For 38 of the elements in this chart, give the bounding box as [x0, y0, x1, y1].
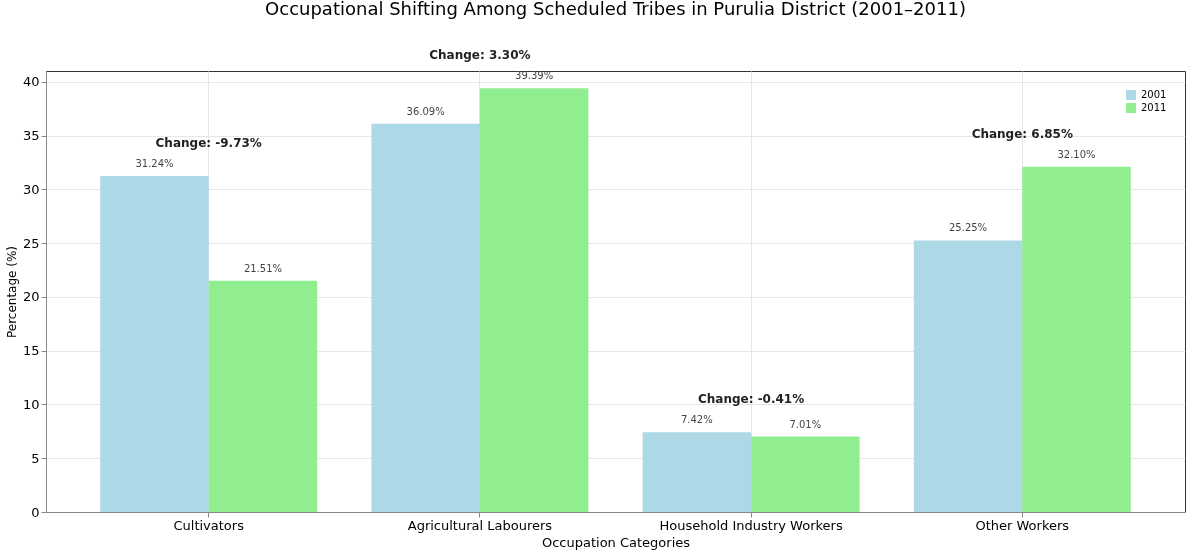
y-tick-label: 5	[31, 450, 40, 466]
data-label: 7.42%	[680, 414, 713, 426]
data-label: 36.09%	[406, 105, 445, 117]
bar	[371, 123, 480, 512]
data-label: 32.10%	[1057, 148, 1096, 160]
y-axis-title: Percentage (%)	[4, 245, 19, 339]
x-tick-label: Cultivators	[173, 517, 245, 533]
x-tick-label: Other Workers	[975, 517, 1070, 533]
y-tick-label: 15	[22, 343, 40, 359]
y-tick-label: 40	[22, 74, 40, 90]
data-label: 21.51%	[243, 262, 283, 274]
data-label: 7.01%	[789, 418, 822, 430]
data-label: 39.39%	[515, 70, 554, 82]
annotation: Change: 6.85%	[971, 126, 1073, 141]
data-label: 31.24%	[135, 157, 174, 169]
legend-label: 2011	[1141, 102, 1167, 113]
y-tick-label: 0	[31, 504, 40, 520]
x-tick-label: Household Industry Workers	[659, 517, 843, 533]
y-tick-label: 30	[22, 181, 40, 197]
x-tick-label: Agricultural Labourers	[407, 517, 553, 533]
y-tick-label: 25	[22, 235, 40, 251]
legend-label: 2001	[1141, 89, 1167, 100]
data-label: 25.25%	[948, 222, 988, 234]
bar	[751, 436, 860, 512]
bar	[208, 280, 318, 512]
annotation: Change: -0.41%	[697, 392, 805, 407]
bar	[100, 175, 209, 512]
y-tick-label: 35	[22, 128, 40, 144]
y-tick-label: 20	[22, 289, 40, 305]
bar	[913, 240, 1023, 512]
chart-title: Occupational Shifting Among Scheduled Tribes in Purulia District (2001–2011)	[265, 0, 966, 20]
text: Change: 3.30%	[429, 48, 531, 63]
bar	[479, 88, 589, 512]
bar	[1022, 166, 1131, 512]
x-axis-title: Occupation Categories	[541, 534, 691, 550]
annotation: Change: -9.73%	[155, 135, 262, 150]
y-tick-label: 10	[22, 396, 40, 412]
bar	[642, 432, 752, 512]
